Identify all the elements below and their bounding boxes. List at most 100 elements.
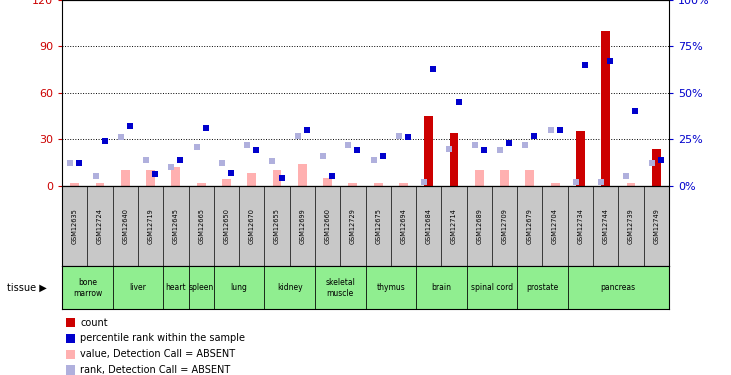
Point [241,142,253,148]
Bar [568,266,669,309]
Text: GSM12665: GSM12665 [198,208,204,244]
Point [418,179,430,185]
Bar [213,266,265,309]
Text: kidney: kidney [277,284,303,292]
Point [64,160,76,166]
Text: lung: lung [231,284,248,292]
Bar [652,148,661,186]
Point [74,160,86,166]
Point [124,123,136,129]
Text: GSM12684: GSM12684 [425,208,432,244]
Point [99,138,110,144]
Point [554,127,566,133]
Point [503,140,515,146]
Text: GSM12719: GSM12719 [148,208,154,244]
Point [545,127,556,133]
Bar [601,31,610,186]
Point [292,132,303,138]
Bar [500,170,509,186]
Point [90,173,102,179]
Text: GSM12675: GSM12675 [375,208,381,244]
Bar [576,183,585,186]
Point [444,146,455,152]
Point [200,125,211,131]
Text: spleen: spleen [189,284,213,292]
Text: GSM12645: GSM12645 [173,208,179,244]
Text: GSM12704: GSM12704 [552,208,558,244]
Bar [475,170,484,186]
Bar [399,183,408,186]
Text: GSM12660: GSM12660 [325,208,330,244]
Point [452,99,464,105]
Text: GSM12744: GSM12744 [602,208,609,244]
Point [276,175,287,181]
Point [368,157,379,163]
Point [140,157,152,163]
Text: GSM12729: GSM12729 [350,208,356,244]
Text: percentile rank within the sample: percentile rank within the sample [80,333,246,343]
Point [342,142,354,148]
Text: GSM12734: GSM12734 [577,208,583,244]
Text: GSM12699: GSM12699 [299,208,306,244]
Point [301,127,313,133]
Point [191,144,202,150]
Text: bone
marrow: bone marrow [73,278,102,297]
Text: heart: heart [166,284,186,292]
Point [529,132,540,138]
Point [595,179,607,185]
Point [655,157,667,163]
Bar [526,170,534,186]
Point [326,173,338,179]
Bar [349,183,357,186]
Bar [222,180,231,186]
Text: brain: brain [431,284,451,292]
Text: rank, Detection Call = ABSENT: rank, Detection Call = ABSENT [80,365,231,375]
Bar [601,183,610,186]
Point [149,171,161,177]
Bar [424,170,433,186]
Text: GSM12724: GSM12724 [97,208,103,244]
Text: thymus: thymus [376,284,405,292]
Bar [146,170,155,186]
Bar [298,164,307,186]
Point [165,164,177,170]
Point [402,134,414,140]
Bar [450,167,458,186]
Bar [315,266,366,309]
Text: tissue ▶: tissue ▶ [7,283,47,293]
Point [629,108,641,114]
Bar [189,266,213,309]
Bar [70,183,79,186]
Bar [197,183,205,186]
Text: GSM12714: GSM12714 [451,208,457,244]
Point [428,66,439,72]
Point [393,132,405,138]
Bar [96,183,105,186]
Text: prostate: prostate [526,284,558,292]
Text: GSM12679: GSM12679 [527,208,533,244]
Point [317,153,329,159]
Bar [172,167,181,186]
Bar [652,183,661,186]
Text: GSM12694: GSM12694 [401,208,406,244]
Bar [247,173,256,186]
Bar [450,133,458,186]
Bar [550,183,559,186]
Bar [576,132,585,186]
Text: count: count [80,318,108,327]
Text: GSM12739: GSM12739 [628,208,634,244]
Bar [323,178,332,186]
Text: GSM12640: GSM12640 [122,208,129,244]
Bar [424,116,433,186]
Point [352,147,363,153]
Point [267,159,279,165]
Point [175,157,186,163]
Point [377,153,389,159]
Bar [466,266,518,309]
Point [621,173,632,179]
Point [115,134,126,140]
Bar [374,183,382,186]
Bar [366,266,416,309]
Text: pancreas: pancreas [601,284,636,292]
Point [478,147,490,153]
